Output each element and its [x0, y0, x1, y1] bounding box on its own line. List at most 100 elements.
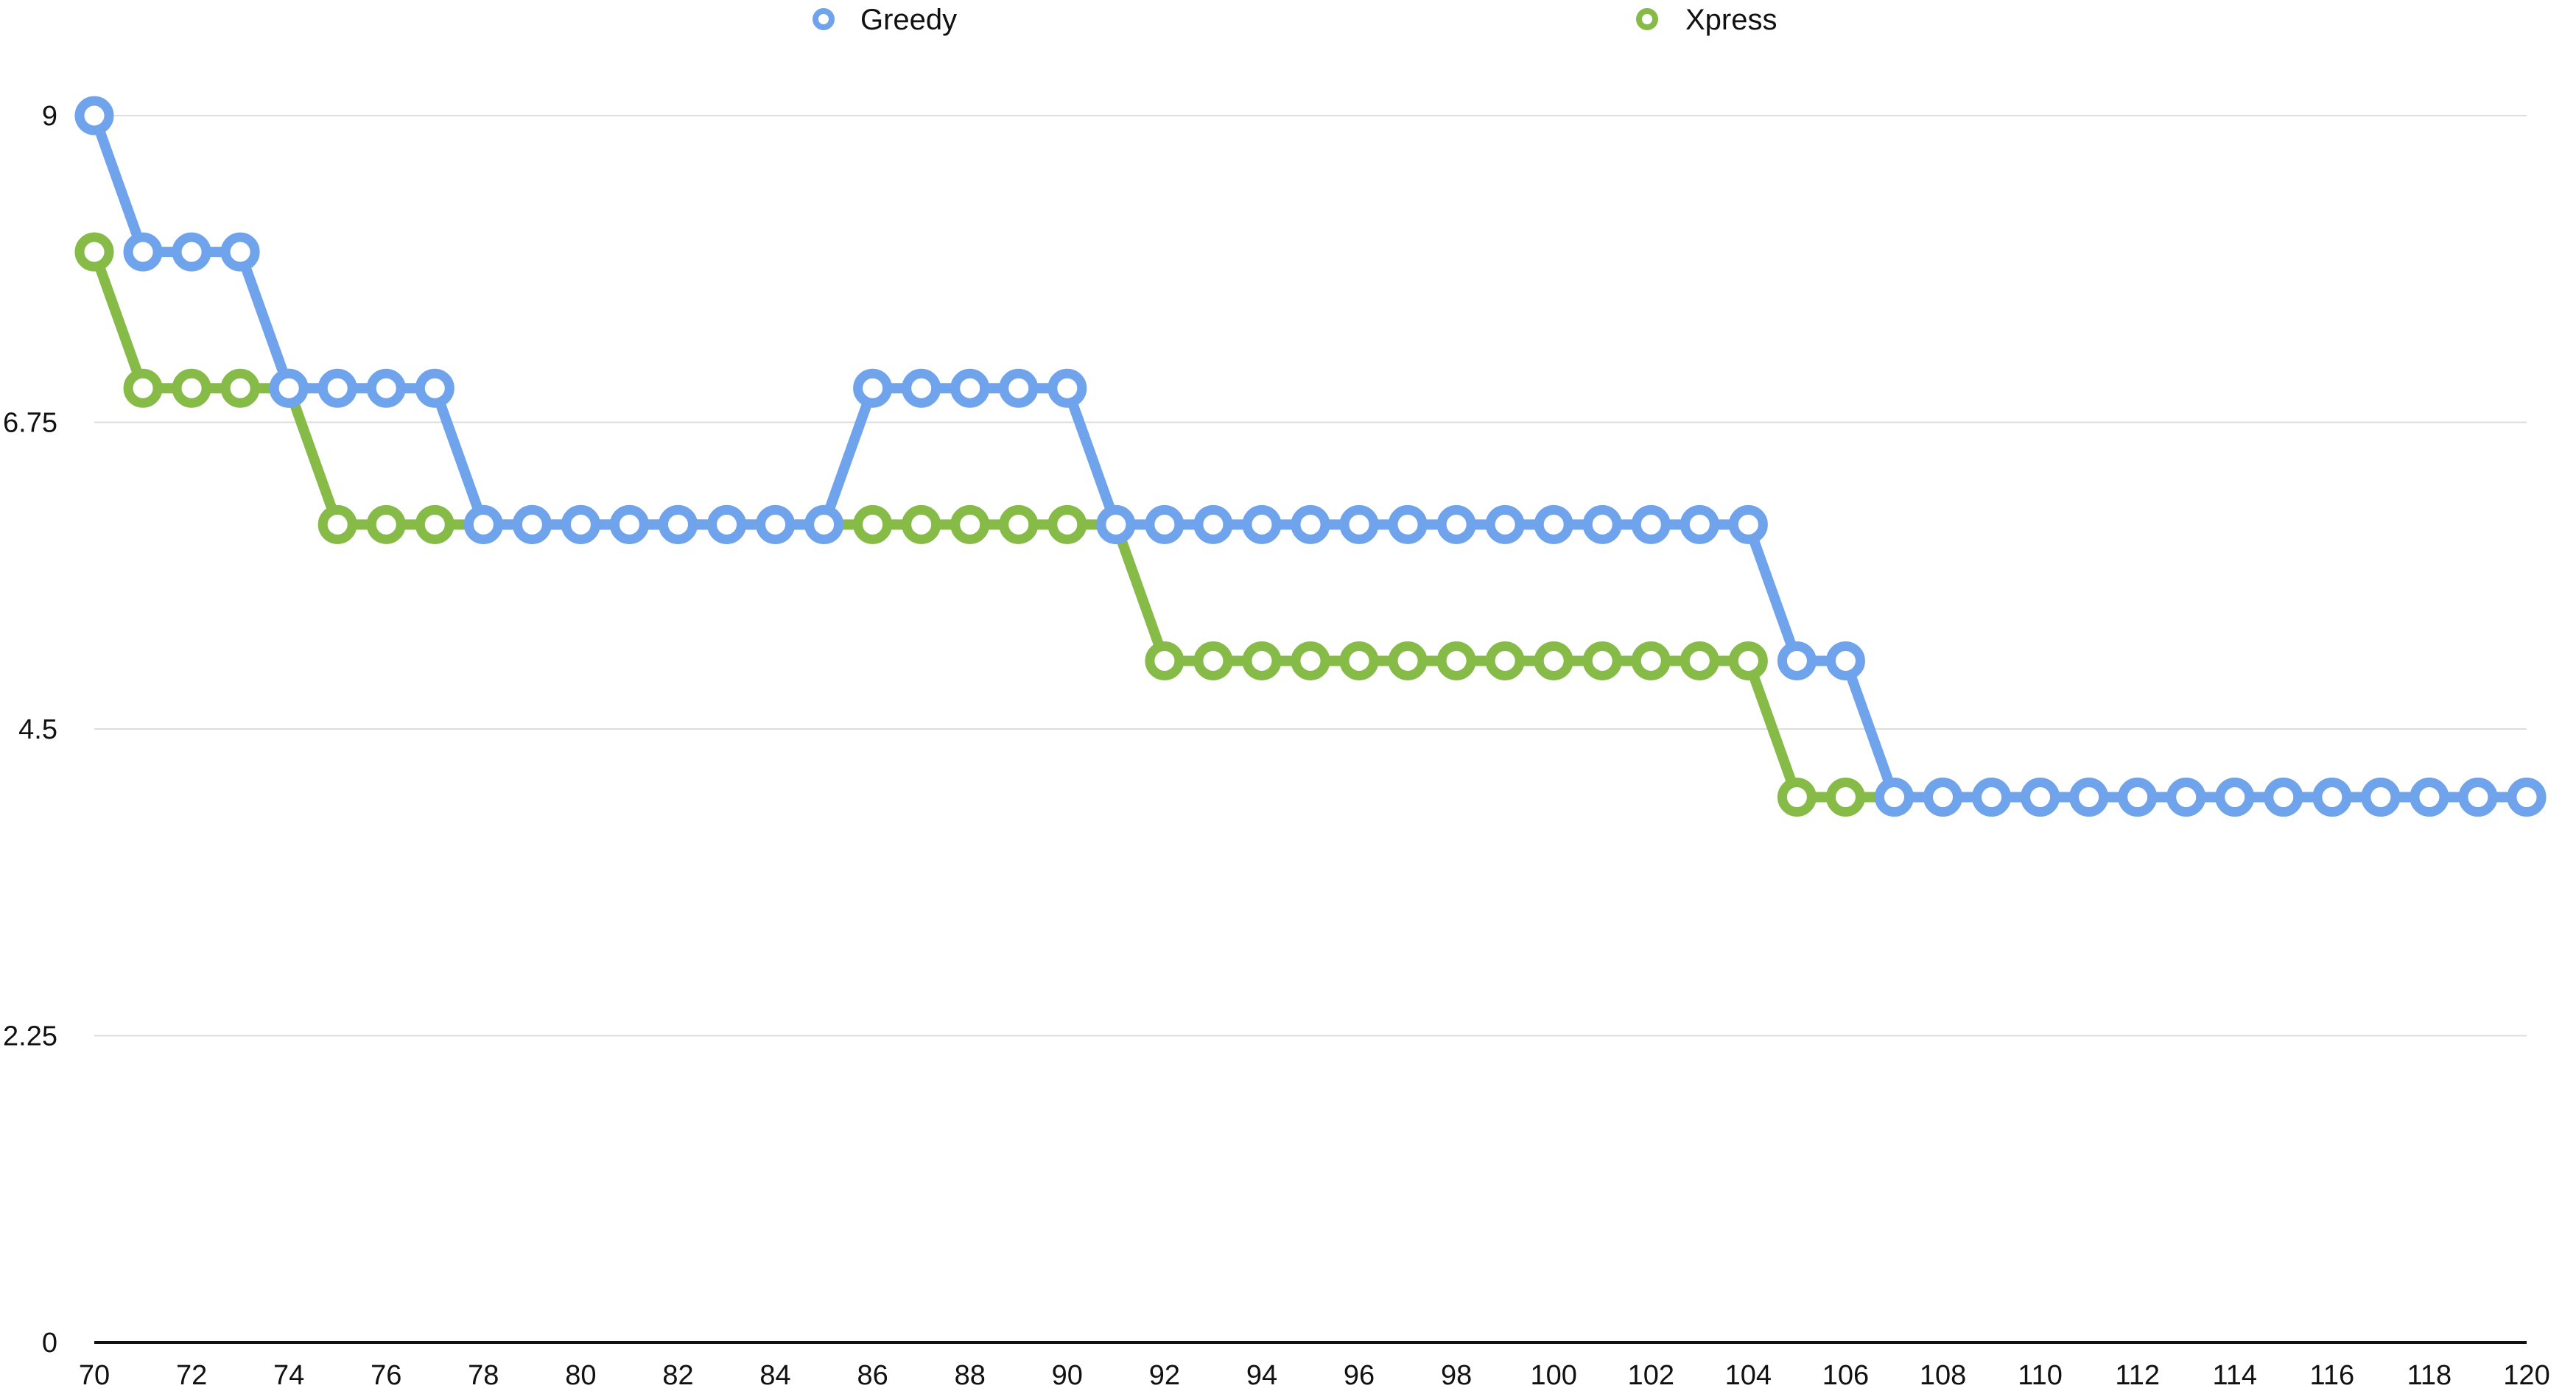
x-tick-label: 108: [1920, 1360, 1966, 1391]
data-point: [1291, 504, 1330, 544]
data-point: [220, 232, 260, 272]
y-tick-label: 9: [42, 101, 57, 132]
data-point: [2264, 778, 2303, 817]
data-point: [1388, 504, 1428, 544]
data-point: [1534, 504, 1573, 544]
data-point: [123, 368, 163, 408]
data-point: [999, 504, 1039, 544]
legend-label-xpress: Xpress: [1685, 4, 1777, 36]
data-point: [2507, 778, 2547, 817]
x-tick-label: 114: [2212, 1360, 2257, 1391]
data-point: [317, 504, 357, 544]
data-point: [1242, 641, 1282, 680]
data-point: [1874, 778, 1914, 817]
legend-item-xpress: Xpress: [1636, 4, 1777, 36]
data-point: [1728, 504, 1768, 544]
data-point: [1728, 641, 1768, 680]
data-point: [220, 368, 260, 408]
data-point: [1047, 368, 1087, 408]
data-point: [1145, 504, 1185, 544]
x-tick-label: 98: [1441, 1360, 1472, 1391]
data-point: [2410, 778, 2449, 817]
data-point: [2118, 778, 2158, 817]
x-tick-label: 82: [662, 1360, 693, 1391]
data-point: [1972, 778, 2012, 817]
data-point: [512, 504, 552, 544]
data-point: [2458, 778, 2498, 817]
data-point: [1923, 778, 1963, 817]
data-point: [463, 504, 503, 544]
data-point: [2069, 778, 2109, 817]
x-tick-label: 80: [565, 1360, 596, 1391]
data-point: [269, 368, 309, 408]
y-tick-label: 6.75: [3, 408, 57, 439]
data-point: [1680, 641, 1719, 680]
x-tick-label: 86: [857, 1360, 888, 1391]
data-point: [172, 368, 211, 408]
y-tick-label: 0: [42, 1328, 57, 1359]
series-points-greedy: [74, 96, 2547, 817]
data-point: [1631, 504, 1671, 544]
data-point: [1193, 641, 1233, 680]
data-point: [1436, 504, 1476, 544]
x-tick-label: 90: [1052, 1360, 1083, 1391]
x-tick-label: 74: [273, 1360, 304, 1391]
data-point: [415, 368, 455, 408]
data-point: [1631, 641, 1671, 680]
data-point: [950, 504, 990, 544]
data-point: [317, 368, 357, 408]
data-point: [1534, 641, 1573, 680]
grid-lines: [94, 115, 2527, 1037]
data-point: [366, 504, 406, 544]
series-line-greedy: [89, 110, 2532, 803]
data-point: [1777, 778, 1817, 817]
data-point: [999, 368, 1039, 408]
x-tick-label: 102: [1628, 1360, 1674, 1391]
x-tick-label: 94: [1246, 1360, 1277, 1391]
x-tick-label: 112: [2115, 1360, 2160, 1391]
data-point: [1096, 504, 1136, 544]
x-tick-label: 120: [2503, 1360, 2549, 1391]
data-point: [2166, 778, 2206, 817]
x-tick-label: 104: [1725, 1360, 1772, 1391]
data-point: [1193, 504, 1233, 544]
y-axis-tick-labels: 0 2.25 4.5 6.75 9: [3, 101, 57, 1359]
data-point: [1242, 504, 1282, 544]
data-point: [1485, 504, 1525, 544]
legend: Greedy Xpress: [813, 4, 1777, 36]
data-point: [74, 96, 114, 135]
data-point: [756, 504, 796, 544]
data-point: [2312, 778, 2352, 817]
x-tick-label: 70: [79, 1360, 110, 1391]
legend-marker-greedy: [813, 8, 835, 30]
data-point: [902, 368, 941, 408]
data-point: [2361, 778, 2401, 817]
data-point: [1145, 641, 1185, 680]
x-tick-label: 84: [759, 1360, 790, 1391]
x-tick-label: 76: [371, 1360, 401, 1391]
data-point: [804, 504, 844, 544]
data-point: [1339, 504, 1379, 544]
y-tick-label: 2.25: [3, 1021, 57, 1052]
series-layer: [74, 96, 2547, 817]
data-point: [74, 232, 114, 272]
data-point: [172, 232, 211, 272]
x-axis-tick-labels: 70 72 74 76 78 80 82 84 86 88 90 92 94 96 98 100 102 104 1…: [79, 1360, 2550, 1391]
data-point: [1582, 641, 1622, 680]
data-point: [415, 504, 455, 544]
legend-label-greedy: Greedy: [860, 4, 957, 36]
x-tick-label: 88: [955, 1360, 986, 1391]
data-point: [2021, 778, 2060, 817]
legend-item-greedy: Greedy: [813, 4, 957, 36]
data-point: [609, 504, 649, 544]
data-point: [658, 504, 698, 544]
legend-marker-xpress: [1636, 8, 1658, 30]
x-tick-label: 78: [468, 1360, 499, 1391]
data-point: [123, 232, 163, 272]
data-point: [561, 504, 600, 544]
x-tick-label: 106: [1822, 1360, 1869, 1391]
x-tick-label: 100: [1530, 1360, 1576, 1391]
data-point: [1582, 504, 1622, 544]
data-point: [707, 504, 747, 544]
